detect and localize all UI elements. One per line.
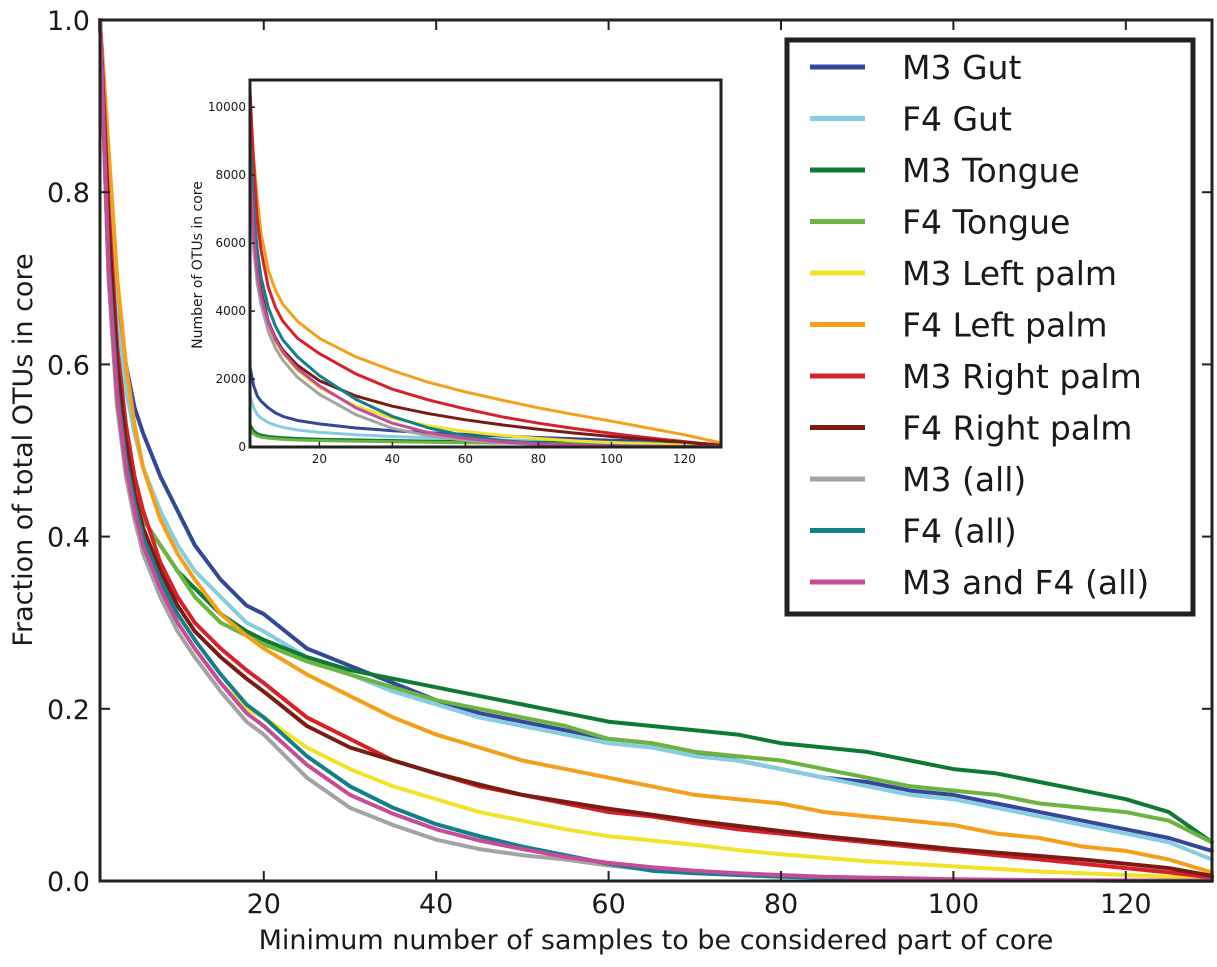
legend-label: F4 Gut [902,100,1012,139]
legend-label: F4 Right palm [902,409,1132,448]
inset-axes: 20 40 60 80 100 120 0 2000 4000 6000 8000 10000 [208,78,723,466]
legend-item-m3-tongue: M3 Tongue [810,151,1080,190]
legend-item-m3-all: M3 (all) [810,460,1026,499]
legend-label: F4 Tongue [902,203,1070,242]
inset-x-tick-label: 120 [673,452,696,466]
legend-item-f4-left-palm: F4 Left palm [810,306,1108,345]
y-tick-label: 0.4 [47,523,90,554]
inset-line-m3-gut [248,365,723,447]
legend: M3 Gut F4 Gut M3 Tongue F4 Tongue M3 Left pa… [784,37,1196,617]
x-tick-label: 100 [928,889,980,920]
legend-label: M3 Tongue [902,151,1080,190]
y-tick-label: 0.6 [47,350,90,381]
y-tick-label: 0.2 [47,695,90,726]
main-line-m3-gut [98,18,1214,853]
legend-item-f4-tongue: F4 Tongue [810,203,1070,242]
x-tick-label: 80 [764,889,798,920]
legend-item-m3-gut: M3 Gut [810,48,1021,87]
legend-label: F4 (all) [902,512,1017,551]
legend-item-m3-left-palm: M3 Left palm [810,254,1117,293]
inset-y-tick-label: 2000 [215,372,246,386]
main-axes: 20 40 60 80 100 120 0.0 0.2 0.4 0.6 0.8 1.0 [47,6,1214,920]
inset-line-m3-right-palm [248,88,723,447]
y-tick-label: 1.0 [47,6,90,37]
inset-y-tick-label: 0 [238,440,246,454]
main-plot-frame [98,18,1214,883]
x-tick-label: 40 [419,889,453,920]
inset-background [250,80,721,447]
inset-x-tick-label: 40 [385,452,400,466]
x-tick-label: 60 [591,889,625,920]
inset-y-tick-label: 10000 [208,100,246,114]
legend-item-m3-right-palm: M3 Right palm [810,357,1142,396]
y-tick-label: 0.0 [47,867,90,898]
main-line-f4-right-palm [98,18,1214,878]
inset-x-tick-label: 20 [312,452,327,466]
legend-label: M3 Gut [902,48,1021,87]
inset-x-tick-label: 80 [531,452,546,466]
inset-chart: 20 40 60 80 100 120 0 2000 4000 6000 8000 10000 Num… [190,78,723,466]
inset-y-tick-label: 8000 [215,168,246,182]
legend-item-f4-right-palm: F4 Right palm [810,409,1132,448]
x-tick-label: 20 [247,889,281,920]
legend-label: M3 Right palm [902,357,1142,396]
y-axis-label: Fraction of total OTUs in core [8,253,39,646]
y-tick-label: 0.8 [47,178,90,209]
inset-y-tick-label: 4000 [215,304,246,318]
legend-label: M3 (all) [902,460,1026,499]
x-tick-label: 120 [1100,889,1152,920]
inset-x-tick-label: 100 [600,452,623,466]
legend-item-f4-gut: F4 Gut [810,100,1012,139]
legend-item-f4-all: F4 (all) [810,512,1017,551]
main-line-f4-left-palm [98,18,1214,875]
legend-item-m3-and-f4-all: M3 and F4 (all) [810,563,1149,602]
inset-y-tick-label: 6000 [215,236,246,250]
inset-x-tick-label: 60 [458,452,473,466]
inset-plot-frame [248,78,723,449]
inset-line-f4-left-palm [248,112,723,445]
legend-label: M3 Left palm [902,254,1117,293]
legend-label: F4 Left palm [902,306,1108,345]
x-axis-label: Minimum number of samples to be consider… [259,925,1054,956]
legend-label: M3 and F4 (all) [902,563,1149,602]
inset-y-axis-label: Number of OTUs in core [190,181,206,349]
